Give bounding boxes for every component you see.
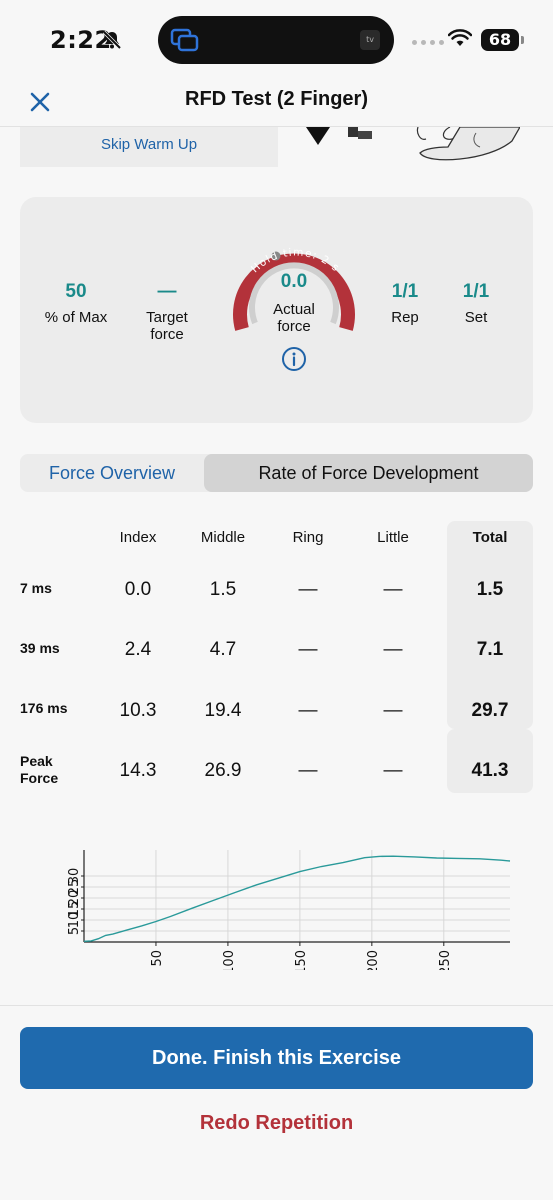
col-header-little: Little xyxy=(377,529,409,546)
target-force-stat: — Target force xyxy=(132,281,202,343)
row-label: 7 ms xyxy=(20,580,52,596)
set-value: 1/1 xyxy=(462,281,490,302)
y-tick-label: 30 xyxy=(67,868,82,885)
info-icon[interactable] xyxy=(281,346,307,372)
total-column-bg xyxy=(447,521,533,729)
battery-indicator: 68 xyxy=(481,29,524,51)
tab-rate-of-force-development[interactable]: Rate of Force Development xyxy=(204,454,533,492)
table-cell: 10.3 xyxy=(119,700,157,721)
y-tick-label: 10 xyxy=(67,912,82,929)
y-tick-label: 20 xyxy=(67,890,82,907)
table-cell: 4.7 xyxy=(209,639,237,660)
wifi-icon xyxy=(448,29,472,46)
force-series-line xyxy=(83,855,511,942)
table-cell-total: 7.1 xyxy=(476,639,504,660)
tab-force-overview[interactable]: Force Overview xyxy=(48,463,176,483)
table-cell: 1.5 xyxy=(209,579,237,600)
row-label: 39 ms xyxy=(20,640,60,656)
table-cell: 0.0 xyxy=(124,579,152,600)
actual-force-label: Actual force xyxy=(273,301,315,335)
total-peak-bg xyxy=(447,729,533,793)
x-tick-label: 150 xyxy=(294,950,309,970)
y-tick-label: 25 xyxy=(67,879,82,896)
x-tick-label: 200 xyxy=(366,950,381,970)
table-cell: — xyxy=(298,700,318,721)
percent-of-max-label: % of Max xyxy=(44,309,108,326)
x-tick-label: 50 xyxy=(150,950,165,967)
x-tick-label: 250 xyxy=(438,950,453,970)
table-cell: — xyxy=(383,760,403,781)
col-header-ring: Ring xyxy=(292,529,324,546)
row-label: Peak Force xyxy=(20,753,59,786)
col-header-middle: Middle xyxy=(200,529,246,546)
target-force-label: Target force xyxy=(146,309,188,343)
table-cell: — xyxy=(298,639,318,660)
status-bar: 2:22 tv 68 xyxy=(0,0,553,80)
nav-header: RFD Test (2 Finger) xyxy=(0,76,553,126)
table-cell: 2.4 xyxy=(124,639,152,660)
close-icon[interactable] xyxy=(26,88,54,116)
percent-of-max-value: 50 xyxy=(65,281,87,302)
y-tick-label: 15 xyxy=(67,901,82,918)
force-gauge-arc: Hold time: 2 s xyxy=(233,246,355,331)
table-cell-total: 41.3 xyxy=(471,760,509,781)
set-label: Set xyxy=(464,309,488,326)
rep-stat: 1/1 Rep xyxy=(380,281,430,326)
bottom-divider xyxy=(0,1005,553,1006)
rep-value: 1/1 xyxy=(391,281,419,302)
set-stat: 1/1 Set xyxy=(451,281,501,326)
dynamic-island: tv xyxy=(158,16,394,64)
gauge-indicator-dot xyxy=(271,251,281,261)
finger-position-illustration xyxy=(306,127,520,161)
redo-repetition-button[interactable]: Redo Repetition xyxy=(199,1112,354,1134)
table-cell: 26.9 xyxy=(204,760,242,781)
table-cell-total: 1.5 xyxy=(476,579,504,600)
force-gauge-card: 50 % of Max — Target force Hold time: 2 … xyxy=(20,197,533,423)
row-label: 176 ms xyxy=(20,700,68,716)
done-finish-exercise-button[interactable]: Done. Finish this Exercise xyxy=(20,1027,533,1089)
signal-dots-icon xyxy=(412,40,444,45)
skip-warm-up-button[interactable]: Skip Warm Up xyxy=(20,127,278,167)
table-cell: — xyxy=(298,579,318,600)
actual-force-value: 0.0 xyxy=(280,271,308,292)
segmented-control: Force Overview Rate of Force Development xyxy=(20,454,533,492)
target-force-value: — xyxy=(157,281,177,302)
page-title: RFD Test (2 Finger) xyxy=(185,88,368,110)
rep-label: Rep xyxy=(391,309,419,326)
col-header-index: Index xyxy=(119,529,157,546)
apple-tv-icon: tv xyxy=(360,30,380,50)
table-cell: 19.4 xyxy=(204,700,242,721)
table-cell: — xyxy=(383,700,403,721)
header-divider xyxy=(0,126,553,127)
table-cell: 14.3 xyxy=(119,760,157,781)
bell-muted-icon xyxy=(102,30,122,50)
actual-force-readout: 0.0 Actual force xyxy=(220,271,368,335)
picture-in-picture-icon xyxy=(170,28,199,52)
status-time: 2:22 xyxy=(50,26,112,54)
percent-of-max-stat: 50 % of Max xyxy=(34,281,118,326)
x-tick-label: 100 xyxy=(222,950,237,970)
table-cell: — xyxy=(298,760,318,781)
table-cell-total: 29.7 xyxy=(471,700,509,721)
y-tick-label: 5 xyxy=(67,927,82,935)
table-cell: — xyxy=(383,579,403,600)
col-header-total: Total xyxy=(472,529,508,546)
table-cell: — xyxy=(383,639,403,660)
